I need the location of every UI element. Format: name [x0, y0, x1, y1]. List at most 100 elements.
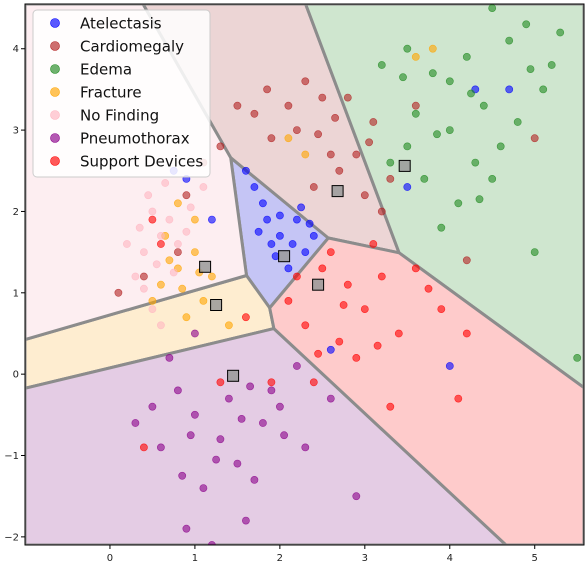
point-support-devices: [216, 378, 225, 387]
legend-label-fracture: Fracture: [80, 84, 142, 102]
x-tick-label: 4: [447, 553, 453, 564]
point-cardiomegaly: [365, 138, 373, 147]
point-pneumothorax: [292, 362, 301, 370]
point-fracture: [190, 215, 199, 224]
point-support-devices: [318, 264, 327, 273]
point-cardiomegaly: [377, 207, 386, 216]
point-edema: [488, 4, 497, 13]
point-pneumothorax: [352, 492, 361, 501]
point-fracture: [173, 199, 182, 208]
data-points: [114, 4, 582, 545]
point-support-devices: [267, 378, 276, 387]
point-support-devices: [462, 329, 471, 338]
legend-marker-fracture: [50, 87, 60, 97]
point-atelectasis: [292, 215, 301, 224]
point-cardiomegaly: [318, 93, 327, 102]
y-axis: −2 −1 0 1 2 3 4: [4, 44, 25, 543]
centroid-pneumothorax: [227, 369, 240, 382]
point-support-devices: [360, 305, 369, 313]
region-support-devices: [268, 236, 584, 545]
point-pneumothorax: [326, 394, 335, 403]
point-no-finding: [161, 179, 170, 187]
point-cardiomegaly: [309, 183, 318, 191]
point-pneumothorax: [216, 435, 225, 444]
point-pneumothorax: [199, 484, 208, 492]
point-cardiomegaly: [314, 130, 322, 139]
point-edema: [530, 248, 539, 256]
point-atelectasis: [275, 231, 284, 240]
legend-marker-pneumothorax: [50, 133, 60, 143]
point-atelectasis: [258, 199, 267, 208]
point-pneumothorax: [301, 443, 310, 452]
point-fracture: [224, 321, 233, 330]
point-edema: [445, 126, 454, 135]
point-cardiomegaly: [263, 85, 271, 94]
legend-box: [32, 9, 211, 178]
point-edema: [377, 61, 386, 69]
point-no-finding: [169, 268, 178, 277]
point-pneumothorax: [190, 410, 199, 419]
point-cardiomegaly: [411, 101, 420, 110]
point-edema: [539, 85, 548, 94]
point-edema: [433, 130, 441, 139]
point-atelectasis: [241, 166, 250, 175]
point-fracture: [165, 256, 174, 265]
point-atelectasis: [309, 231, 318, 240]
point-fracture: [182, 313, 191, 322]
point-support-devices: [411, 264, 420, 273]
point-cardiomegaly: [216, 142, 225, 151]
point-support-devices: [377, 272, 386, 281]
point-no-finding: [173, 240, 182, 248]
point-atelectasis: [254, 227, 263, 236]
point-no-finding: [186, 203, 195, 212]
x-axis: 0 1 2 3 4 5: [107, 545, 538, 564]
x-tick-label: 1: [192, 553, 198, 564]
point-cardiomegaly: [233, 101, 242, 110]
point-fracture: [301, 150, 310, 159]
point-support-devices: [148, 215, 157, 224]
x-tick-label: 5: [532, 553, 538, 564]
point-cardiomegaly: [250, 109, 259, 118]
point-pneumothorax: [233, 459, 242, 468]
point-no-finding: [156, 231, 165, 240]
point-fracture: [156, 280, 165, 289]
point-cardiomegaly: [301, 77, 310, 86]
point-edema: [526, 65, 535, 73]
point-cardiomegaly: [173, 248, 182, 256]
legend-label-cardiomegaly: Cardiomegaly: [80, 38, 184, 56]
point-pneumothorax: [208, 541, 216, 545]
legend-label-edema: Edema: [80, 61, 132, 79]
point-no-finding: [152, 260, 161, 269]
point-cardiomegaly: [360, 191, 369, 200]
point-cardiomegaly: [182, 191, 191, 200]
point-atelectasis: [267, 240, 276, 248]
point-support-devices: [373, 341, 382, 350]
point-fracture: [199, 296, 208, 305]
point-support-devices: [335, 337, 344, 346]
y-tick-label: 4: [13, 44, 19, 55]
point-no-finding: [131, 272, 140, 281]
x-tick-label: 0: [107, 553, 113, 564]
point-support-devices: [301, 321, 310, 330]
point-edema: [556, 28, 565, 37]
point-support-devices: [139, 443, 148, 452]
point-no-finding: [148, 207, 157, 216]
point-atelectasis: [250, 183, 259, 191]
point-no-finding: [165, 215, 174, 224]
point-support-devices: [343, 280, 352, 289]
y-tick-label: 3: [13, 126, 19, 137]
point-edema: [399, 73, 407, 82]
point-no-finding: [199, 183, 208, 191]
point-cardiomegaly: [343, 93, 352, 102]
point-edema: [471, 158, 480, 167]
y-tick-label: −2: [4, 532, 19, 543]
point-pneumothorax: [156, 443, 165, 452]
centroid-atelectasis: [278, 250, 291, 263]
point-cardiomegaly: [352, 150, 361, 159]
point-fracture: [207, 272, 216, 281]
point-atelectasis: [297, 203, 305, 212]
point-no-finding: [156, 321, 165, 330]
point-edema: [454, 199, 463, 208]
point-edema: [437, 223, 446, 232]
